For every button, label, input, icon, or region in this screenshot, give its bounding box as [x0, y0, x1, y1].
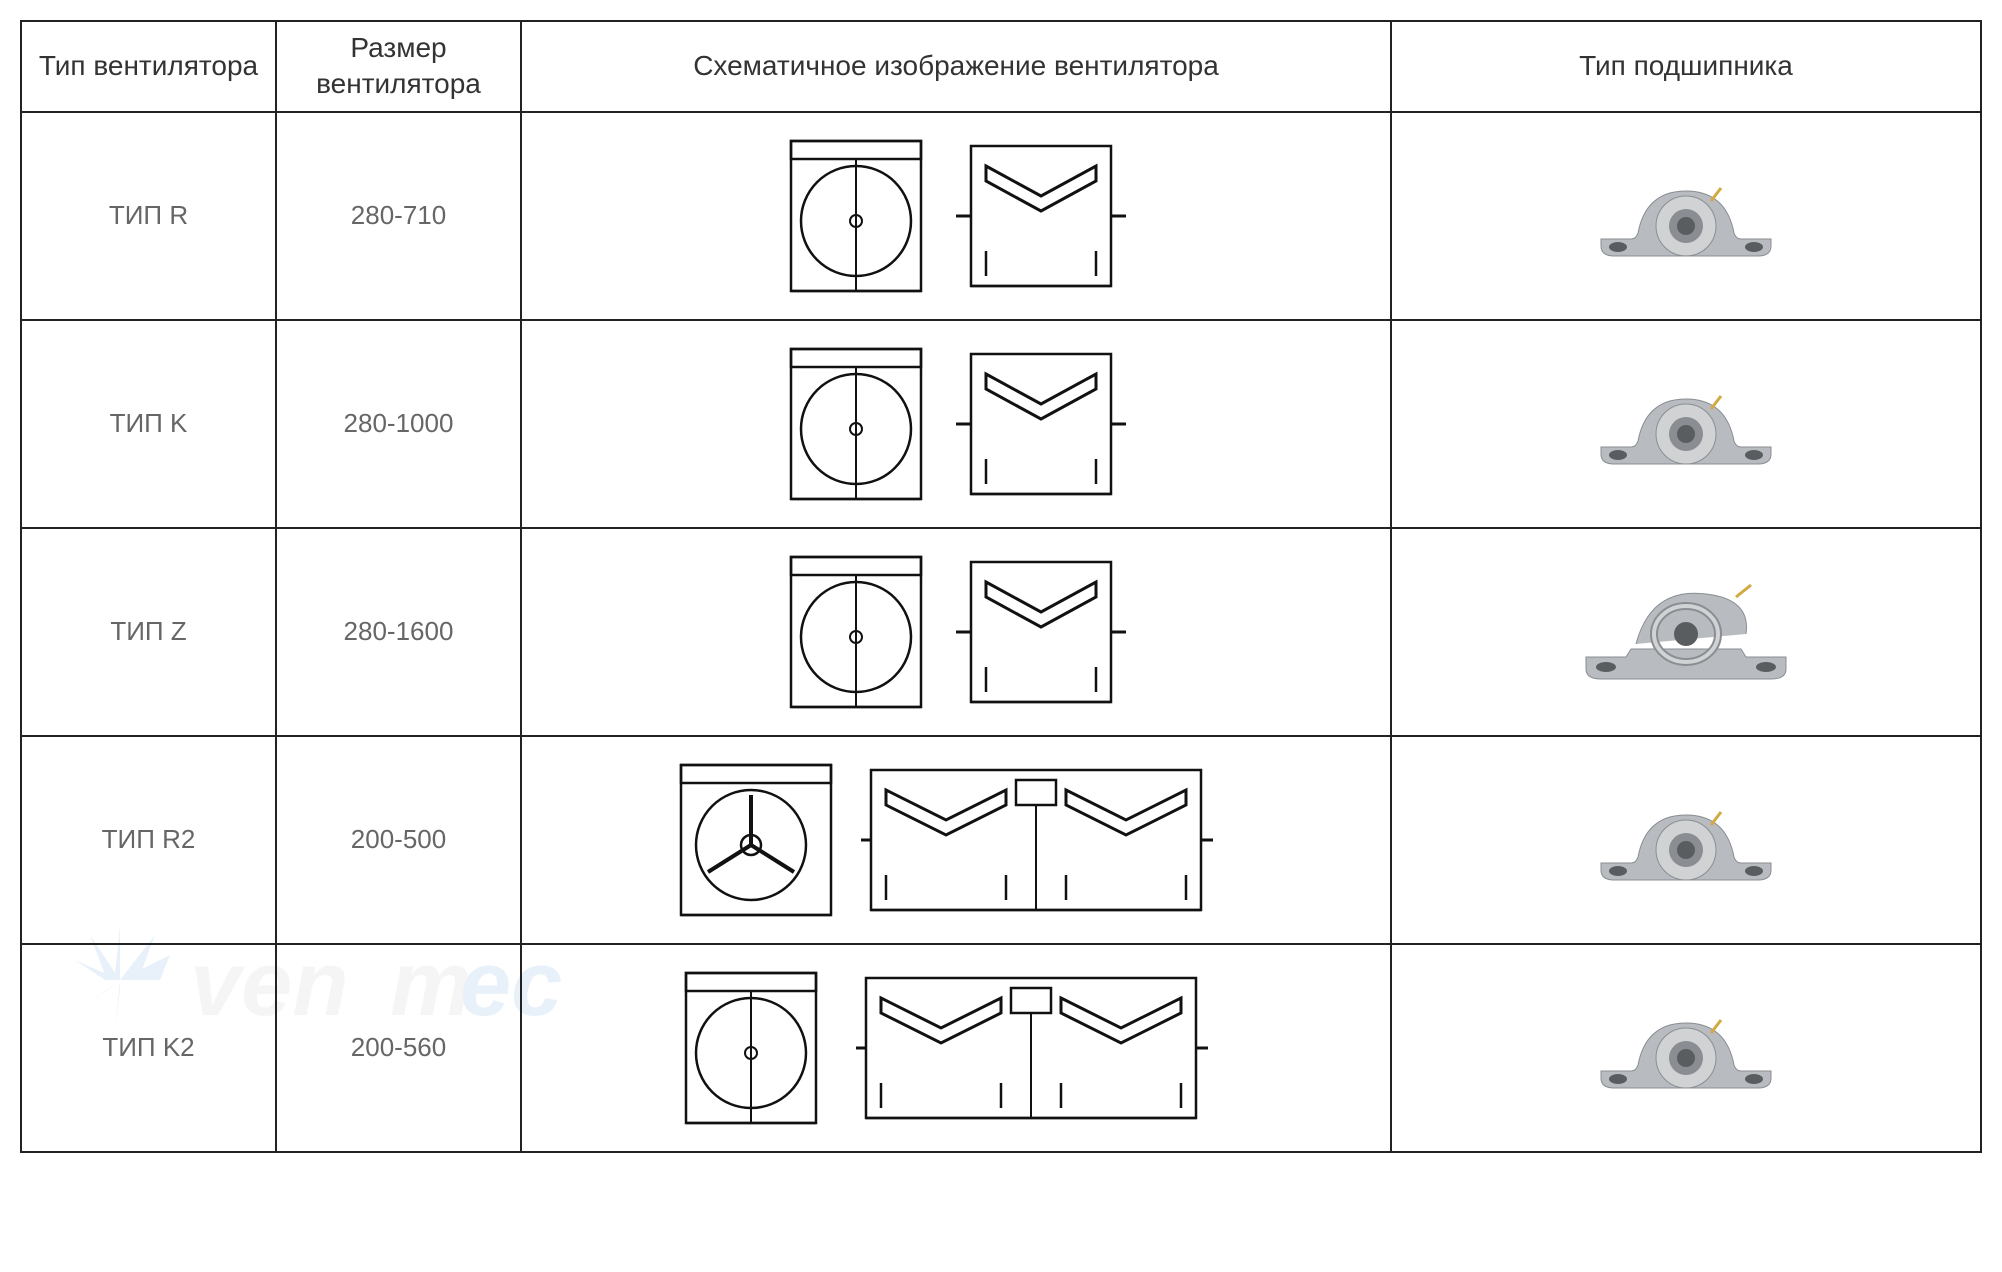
cell-bearing: [1391, 112, 1981, 320]
cell-schematic: [521, 112, 1391, 320]
cell-bearing: [1391, 320, 1981, 528]
cell-bearing: [1391, 736, 1981, 944]
table-row: ТИП K280-1000: [21, 320, 1981, 528]
fan-table: Тип вентилятора Размер вентилятора Схема…: [20, 20, 1982, 1153]
cell-size: 200-560: [276, 944, 521, 1152]
header-row: Тип вентилятора Размер вентилятора Схема…: [21, 21, 1981, 112]
cell-type: ТИП R2: [21, 736, 276, 944]
cell-size: 280-1000: [276, 320, 521, 528]
table-row: ТИП K2200-560: [21, 944, 1981, 1152]
table-row: ТИП R280-710: [21, 112, 1981, 320]
col-size: Размер вентилятора: [276, 21, 521, 112]
cell-type: ТИП K: [21, 320, 276, 528]
table-row: ТИП Z280-1600: [21, 528, 1981, 736]
cell-bearing: [1391, 944, 1981, 1152]
col-schematic: Схематичное изображение вентилятора: [521, 21, 1391, 112]
table-row: ТИП R2200-500: [21, 736, 1981, 944]
cell-bearing: [1391, 528, 1981, 736]
cell-type: ТИП Z: [21, 528, 276, 736]
cell-schematic: [521, 736, 1391, 944]
cell-schematic: [521, 528, 1391, 736]
cell-schematic: [521, 944, 1391, 1152]
cell-size: 200-500: [276, 736, 521, 944]
col-bearing: Тип подшипника: [1391, 21, 1981, 112]
cell-size: 280-1600: [276, 528, 521, 736]
cell-schematic: [521, 320, 1391, 528]
cell-type: ТИП K2: [21, 944, 276, 1152]
cell-type: ТИП R: [21, 112, 276, 320]
col-type: Тип вентилятора: [21, 21, 276, 112]
cell-size: 280-710: [276, 112, 521, 320]
